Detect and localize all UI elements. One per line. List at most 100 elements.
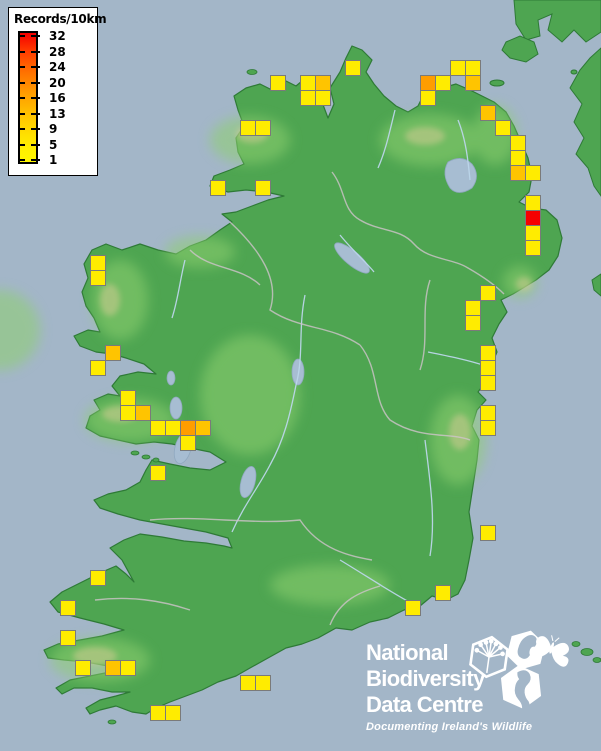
grid-cell bbox=[315, 90, 331, 106]
legend-tick bbox=[31, 81, 40, 84]
grid-cell bbox=[510, 165, 526, 181]
grid-cell bbox=[480, 375, 496, 391]
grid-cell bbox=[480, 285, 496, 301]
grid-cell bbox=[525, 195, 541, 211]
grid-cell bbox=[255, 120, 271, 136]
grid-cell bbox=[195, 420, 211, 436]
logo-line-1: National bbox=[366, 640, 449, 665]
grid-cell bbox=[480, 345, 496, 361]
legend-label: 13 bbox=[49, 106, 66, 121]
bird-hexagon-icon bbox=[506, 630, 546, 670]
grid-cell bbox=[90, 360, 106, 376]
legend-label: 20 bbox=[49, 75, 66, 90]
legend-tick bbox=[31, 35, 40, 37]
legend-tick bbox=[31, 97, 40, 99]
grid-cell bbox=[150, 705, 166, 721]
grid-cell bbox=[120, 405, 136, 421]
legend-tick bbox=[31, 159, 40, 161]
legend-tick bbox=[20, 128, 25, 130]
plant-hexagon-icon bbox=[469, 635, 509, 679]
legend-tick bbox=[31, 66, 40, 68]
grid-cell bbox=[465, 300, 481, 316]
grid-cell bbox=[480, 525, 496, 541]
grid-cell bbox=[180, 435, 196, 451]
legend-tick bbox=[31, 50, 40, 53]
grid-cell bbox=[465, 315, 481, 331]
grid-cell bbox=[180, 420, 196, 436]
grid-cell bbox=[105, 345, 121, 361]
grid-cell bbox=[90, 255, 106, 271]
grid-cell bbox=[465, 75, 481, 91]
grid-cell bbox=[105, 660, 121, 676]
legend-label: 24 bbox=[49, 60, 66, 74]
logo-line-3: Data Centre bbox=[366, 692, 483, 717]
grid-cell bbox=[255, 180, 271, 196]
grid-cell bbox=[480, 420, 496, 436]
grid-cell bbox=[150, 420, 166, 436]
grid-cell bbox=[465, 60, 481, 76]
grid-cell bbox=[120, 660, 136, 676]
grid-cell bbox=[300, 90, 316, 106]
islands bbox=[107, 69, 601, 725]
legend-tick bbox=[20, 81, 25, 84]
logo-tagline: Documenting Ireland's Wildlife bbox=[366, 721, 533, 733]
grid-cell bbox=[150, 465, 166, 481]
nbdc-logo: National Biodiversity Data Centre Docume… bbox=[366, 640, 601, 733]
grid-cell bbox=[480, 105, 496, 121]
nbdc-logo-hexagons bbox=[469, 630, 569, 714]
legend-label: 5 bbox=[49, 137, 58, 152]
grid-cell bbox=[450, 60, 466, 76]
legend-tick bbox=[20, 97, 25, 99]
grid-cell bbox=[90, 270, 106, 286]
grid-cell bbox=[405, 600, 421, 616]
grid-cell bbox=[120, 390, 136, 406]
grid-cell bbox=[525, 165, 541, 181]
grid-cell bbox=[435, 75, 451, 91]
grid-cell bbox=[90, 570, 106, 586]
county-boundaries bbox=[94, 171, 505, 626]
legend-scale: 32 28 24 20 16 13 9 5 1 bbox=[9, 29, 97, 171]
legend-tick bbox=[20, 159, 25, 161]
grid-cell bbox=[165, 420, 181, 436]
grid-cell bbox=[435, 585, 451, 601]
grid-cell bbox=[525, 240, 541, 256]
grid-cell bbox=[315, 75, 331, 91]
grid-cell bbox=[240, 120, 256, 136]
legend-tick bbox=[20, 35, 25, 37]
grid-cell bbox=[60, 600, 76, 616]
grid-cell bbox=[510, 135, 526, 151]
grid-cell bbox=[480, 405, 496, 421]
legend-tick bbox=[20, 50, 25, 53]
legend-label: 1 bbox=[49, 153, 58, 167]
grid-cell bbox=[210, 180, 226, 196]
grid-cell bbox=[75, 660, 91, 676]
grid-cell bbox=[525, 225, 541, 241]
grid-cell bbox=[525, 210, 541, 226]
grid-cell bbox=[255, 675, 271, 691]
legend-label: 16 bbox=[49, 91, 66, 105]
grid-cell bbox=[240, 675, 256, 691]
legend-panel: Records/10km 32 28 24 20 16 13 9 5 1 bbox=[8, 7, 107, 176]
legend-label: 28 bbox=[49, 44, 66, 59]
grid-cell bbox=[420, 90, 436, 106]
legend-tick bbox=[20, 143, 25, 146]
legend-label: 32 bbox=[49, 29, 66, 43]
grid-cell bbox=[270, 75, 286, 91]
legend-tick bbox=[20, 112, 25, 115]
legend-title: Records/10km bbox=[14, 12, 107, 26]
legend-label: 9 bbox=[49, 122, 58, 136]
legend-tick bbox=[31, 112, 40, 115]
grid-cell bbox=[300, 75, 316, 91]
scotland-fragments bbox=[489, 0, 601, 297]
grid-cell bbox=[135, 405, 151, 421]
grid-cell bbox=[345, 60, 361, 76]
grid-cell bbox=[510, 150, 526, 166]
grid-cell bbox=[480, 360, 496, 376]
logo-line-2: Biodiversity bbox=[366, 666, 485, 691]
grid-cell bbox=[420, 75, 436, 91]
grid-cell bbox=[495, 120, 511, 136]
butterfly-icon bbox=[529, 635, 569, 667]
